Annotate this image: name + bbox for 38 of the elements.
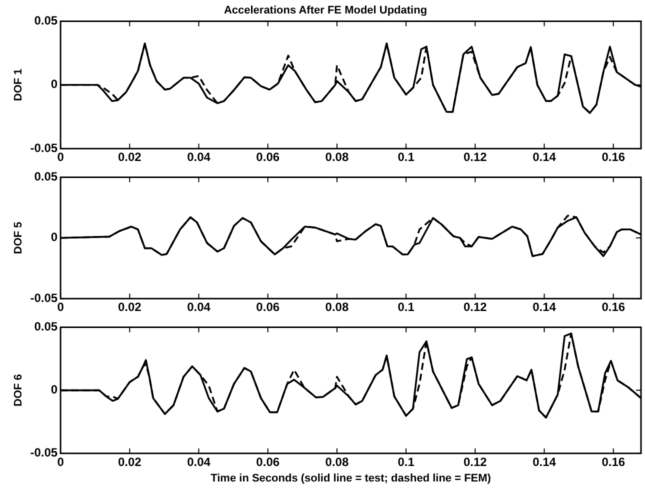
x-tick-label: 0.02 (118, 300, 142, 314)
x-tick-label: 0.08 (325, 454, 349, 469)
x-tick-label: 0.08 (325, 150, 349, 164)
x-tick-label: 0.1 (398, 454, 415, 469)
x-axis-title: Time in Seconds (solid line = test; dashed line = FEM) (210, 472, 492, 484)
x-tick-label: 0.04 (187, 454, 211, 469)
x-tick-label: 0.16 (602, 150, 626, 164)
y-tick-label: -0.05 (30, 140, 58, 155)
x-tick-label: 0.16 (602, 454, 626, 469)
chart-title: Accelerations After FE Model Updating (224, 4, 428, 17)
x-tick-label: 0.06 (256, 150, 280, 164)
x-tick-label: 0.16 (602, 300, 626, 314)
y-tick-label: 0 (50, 77, 58, 92)
x-tick-label: 0.04 (187, 150, 211, 164)
x-tick-label: 0.08 (325, 300, 349, 314)
x-tick-label: 0.1 (398, 150, 415, 164)
x-tick-label: 0.12 (463, 454, 488, 469)
y-tick-label: 0 (50, 382, 58, 397)
y-tick-label: -0.05 (30, 290, 58, 305)
x-tick-label: 0.04 (187, 300, 211, 314)
y-tick-label: 0 (50, 230, 58, 244)
y-axis-title: DOF 5 (12, 222, 25, 254)
x-tick-label: 0.06 (256, 300, 280, 314)
y-tick-label: 0.05 (34, 320, 58, 334)
y-tick-label: 0.05 (34, 170, 58, 184)
y-axis-title: DOF 1 (12, 68, 25, 102)
x-tick-label: 0.14 (532, 300, 556, 314)
x-tick-label: 0.14 (532, 454, 556, 469)
x-tick-label: 0.02 (118, 150, 142, 164)
x-tick-label: 0.12 (463, 150, 488, 164)
x-tick-label: 0.14 (532, 150, 556, 164)
y-tick-label: 0.05 (34, 14, 58, 28)
y-tick-label: -0.05 (30, 446, 58, 460)
x-tick-label: 0.1 (398, 300, 415, 314)
x-tick-label: 0.06 (256, 454, 280, 469)
y-axis-title: DOF 6 (12, 374, 25, 407)
x-tick-label: 0.12 (463, 300, 488, 314)
x-tick-label: 0.02 (118, 454, 142, 469)
